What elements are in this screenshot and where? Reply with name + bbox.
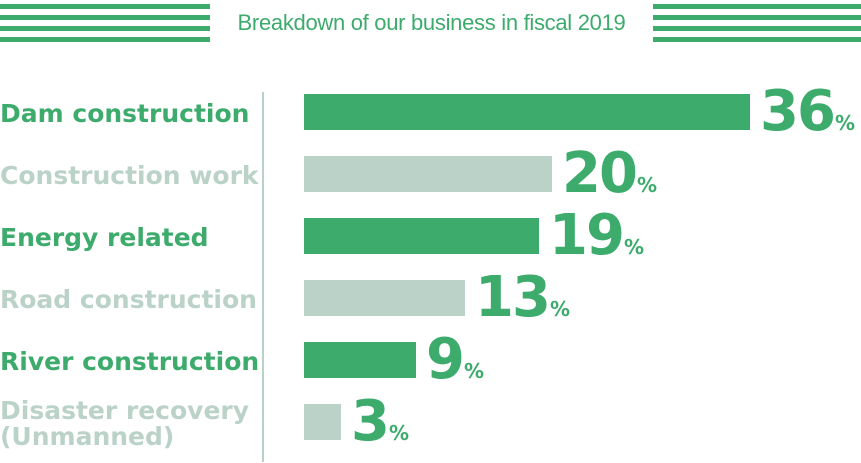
percent-sign: % <box>636 173 657 197</box>
value-label: 36% <box>760 84 855 140</box>
bar <box>304 94 750 130</box>
percent-sign: % <box>834 111 855 135</box>
axis-divider <box>262 92 264 462</box>
value-label: 3% <box>351 394 409 450</box>
category-label: Construction work <box>0 161 259 190</box>
value-label: 9% <box>426 332 484 388</box>
value-label: 13% <box>475 270 570 326</box>
bar <box>304 342 416 378</box>
value-number: 9 <box>426 327 465 392</box>
chart-title: Breakdown of our business in fiscal 2019 <box>237 10 626 35</box>
value-number: 13 <box>475 265 551 330</box>
value-number: 36 <box>760 79 836 144</box>
percent-sign: % <box>463 359 485 383</box>
value-label: 20% <box>562 146 657 202</box>
bar <box>304 218 539 254</box>
value-number: 19 <box>549 203 625 268</box>
percent-sign: % <box>388 421 410 445</box>
value-number: 3 <box>351 389 390 454</box>
category-label: Dam construction <box>0 99 250 128</box>
percent-sign: % <box>549 297 570 321</box>
percent-sign: % <box>623 235 644 259</box>
bar <box>304 404 341 440</box>
bar <box>304 280 465 316</box>
category-label: Disaster recovery (Unmanned) <box>0 396 250 451</box>
category-label: Energy related <box>0 223 209 252</box>
category-label: River construction <box>0 347 260 376</box>
title-stripes-right <box>653 4 861 42</box>
bar <box>304 156 552 192</box>
category-label: Road construction <box>0 285 257 314</box>
title-stripes-left <box>0 4 210 42</box>
title-band: Breakdown of our business in fiscal 2019 <box>0 0 861 46</box>
value-number: 20 <box>562 141 638 206</box>
value-label: 19% <box>549 208 644 264</box>
